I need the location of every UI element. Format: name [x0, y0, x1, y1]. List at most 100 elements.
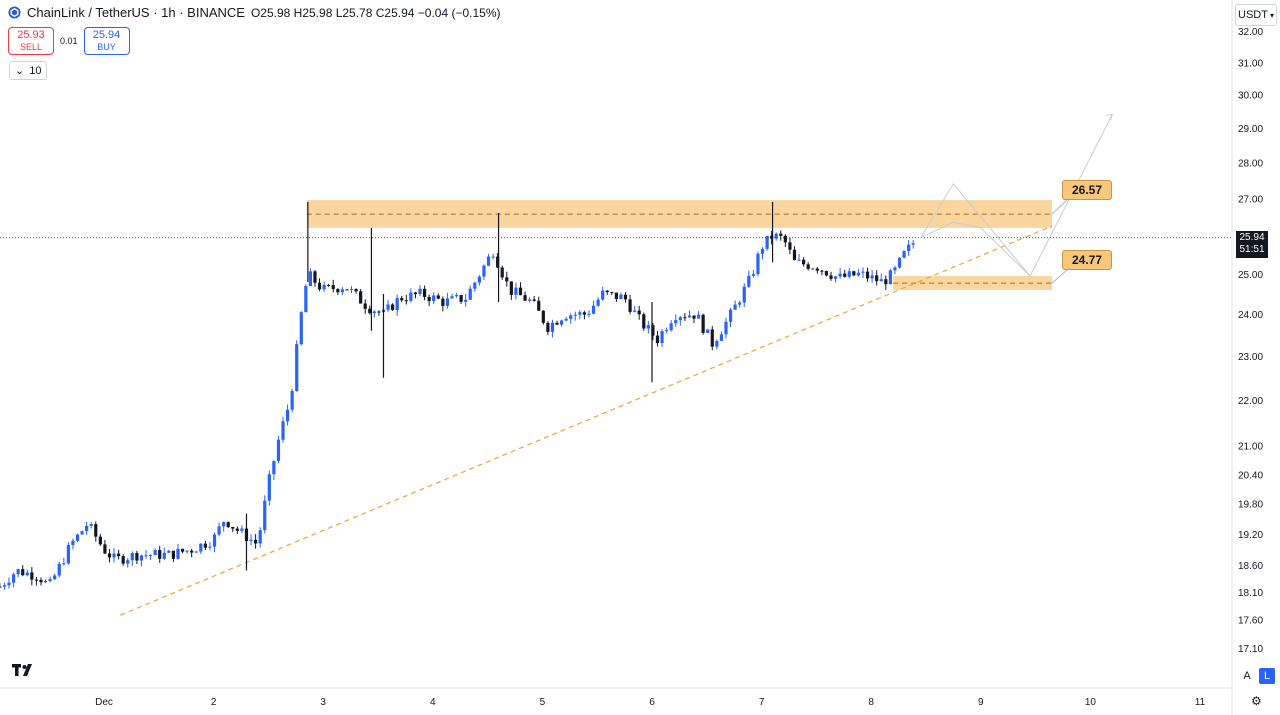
candle-body [875, 275, 879, 282]
projection-path [920, 114, 1113, 277]
candle-body [34, 579, 39, 581]
candle-body [820, 270, 824, 272]
sell-button[interactable]: 25.93 SELL [8, 27, 54, 55]
candle-body [441, 298, 445, 306]
candle-body [331, 285, 335, 290]
candle-body [39, 579, 43, 583]
buy-button[interactable]: 25.94 BUY [83, 27, 130, 55]
candle-body [267, 474, 271, 501]
candle-body [217, 526, 221, 535]
resistance-label[interactable]: 26.57 [1062, 180, 1112, 201]
candle-body [655, 335, 660, 344]
y-tick-label: 23.00 [1238, 352, 1263, 363]
candle-body [669, 323, 673, 331]
candle-body [742, 286, 746, 303]
candle-body [304, 286, 308, 313]
candle-body [98, 536, 102, 545]
y-tick-label: 29.00 [1238, 124, 1263, 135]
candle-body [843, 273, 847, 277]
y-tick-label: 19.20 [1238, 530, 1263, 541]
candle-body [359, 291, 363, 304]
level-zone [893, 276, 1053, 290]
candle-body [445, 298, 450, 306]
candle-body [48, 579, 52, 582]
candle-body [80, 531, 84, 535]
candle-body [486, 256, 491, 266]
candle-body [888, 270, 892, 285]
candle-body [765, 235, 769, 249]
candle-body [897, 257, 902, 268]
candle-body [564, 318, 568, 321]
candle-body [537, 300, 541, 311]
x-tick-label: 5 [540, 697, 546, 708]
indicators-toggle[interactable]: ⌄ 10 [9, 61, 48, 80]
candle-body [185, 550, 189, 552]
candle-body [774, 233, 778, 239]
tv-logo-icon [12, 664, 32, 676]
candle-body [254, 539, 258, 544]
candle-body [327, 284, 331, 286]
candle-body [167, 550, 171, 553]
last-price-badge: 25.94 51:51 [1236, 230, 1268, 258]
candle-body [660, 331, 664, 344]
candle-body [153, 550, 157, 556]
candle-body [30, 572, 34, 580]
candle-body [747, 275, 751, 287]
candle-body [295, 344, 299, 391]
y-tick-label: 20.40 [1238, 470, 1263, 481]
support-label[interactable]: 24.77 [1062, 250, 1112, 271]
candle-body [422, 288, 427, 297]
symbol-title[interactable]: ChainLink / TetherUS · 1h · BINANCE [27, 5, 245, 20]
candle-body [683, 317, 687, 319]
candle-body [573, 314, 577, 316]
candle-body [308, 271, 313, 287]
label-connector [1051, 268, 1069, 284]
log-scale-button[interactable]: L [1259, 668, 1275, 684]
candle-body [633, 310, 637, 312]
candle-body [53, 575, 57, 580]
candle-body [409, 292, 413, 301]
candle-body [130, 552, 134, 561]
candle-body [57, 563, 61, 576]
x-tick-label: 8 [868, 697, 874, 708]
candle-body [94, 524, 98, 537]
candle-body [85, 525, 89, 532]
y-tick-label: 24.00 [1238, 310, 1263, 321]
candle-body [623, 294, 628, 300]
candle-body [907, 244, 911, 252]
x-tick-label: 3 [320, 697, 326, 708]
candle-body [852, 271, 856, 276]
candle-body [756, 253, 760, 275]
candle-body [212, 534, 217, 547]
candle-body [587, 313, 591, 315]
candle-body [706, 329, 710, 333]
indicators-count: 10 [29, 64, 42, 77]
candle-body [692, 315, 696, 319]
candle-body [299, 312, 303, 345]
y-tick-label: 19.80 [1238, 500, 1263, 511]
ohlc-readout: O25.98 H25.98 L25.78 C25.94 −0.04 (−0.15… [250, 5, 501, 20]
x-tick-label: 6 [649, 697, 655, 708]
chevron-down-icon: ⌄ [15, 65, 25, 77]
tradingview-logo-icon[interactable] [12, 663, 38, 682]
y-tick-label: 18.60 [1238, 561, 1263, 572]
candle-body [117, 553, 121, 557]
currency-dropdown[interactable]: USDT ▾ [1235, 4, 1277, 26]
candle-body [0, 586, 2, 588]
candle-body [555, 322, 559, 325]
x-tick-label: 2 [211, 697, 217, 708]
candle-body [450, 296, 454, 299]
candle-body [610, 292, 614, 294]
candle-body [518, 287, 523, 296]
auto-scale-button[interactable]: A [1243, 670, 1251, 682]
y-tick-label: 22.00 [1238, 396, 1263, 407]
candle-body [400, 298, 404, 301]
settings-gear-icon[interactable]: ⚙ [1251, 694, 1262, 708]
candle-body [263, 500, 267, 531]
candle-body [62, 563, 66, 565]
candle-body [135, 552, 139, 561]
candle-body [313, 271, 317, 283]
candle-body [591, 305, 596, 314]
candle-body [190, 550, 194, 553]
